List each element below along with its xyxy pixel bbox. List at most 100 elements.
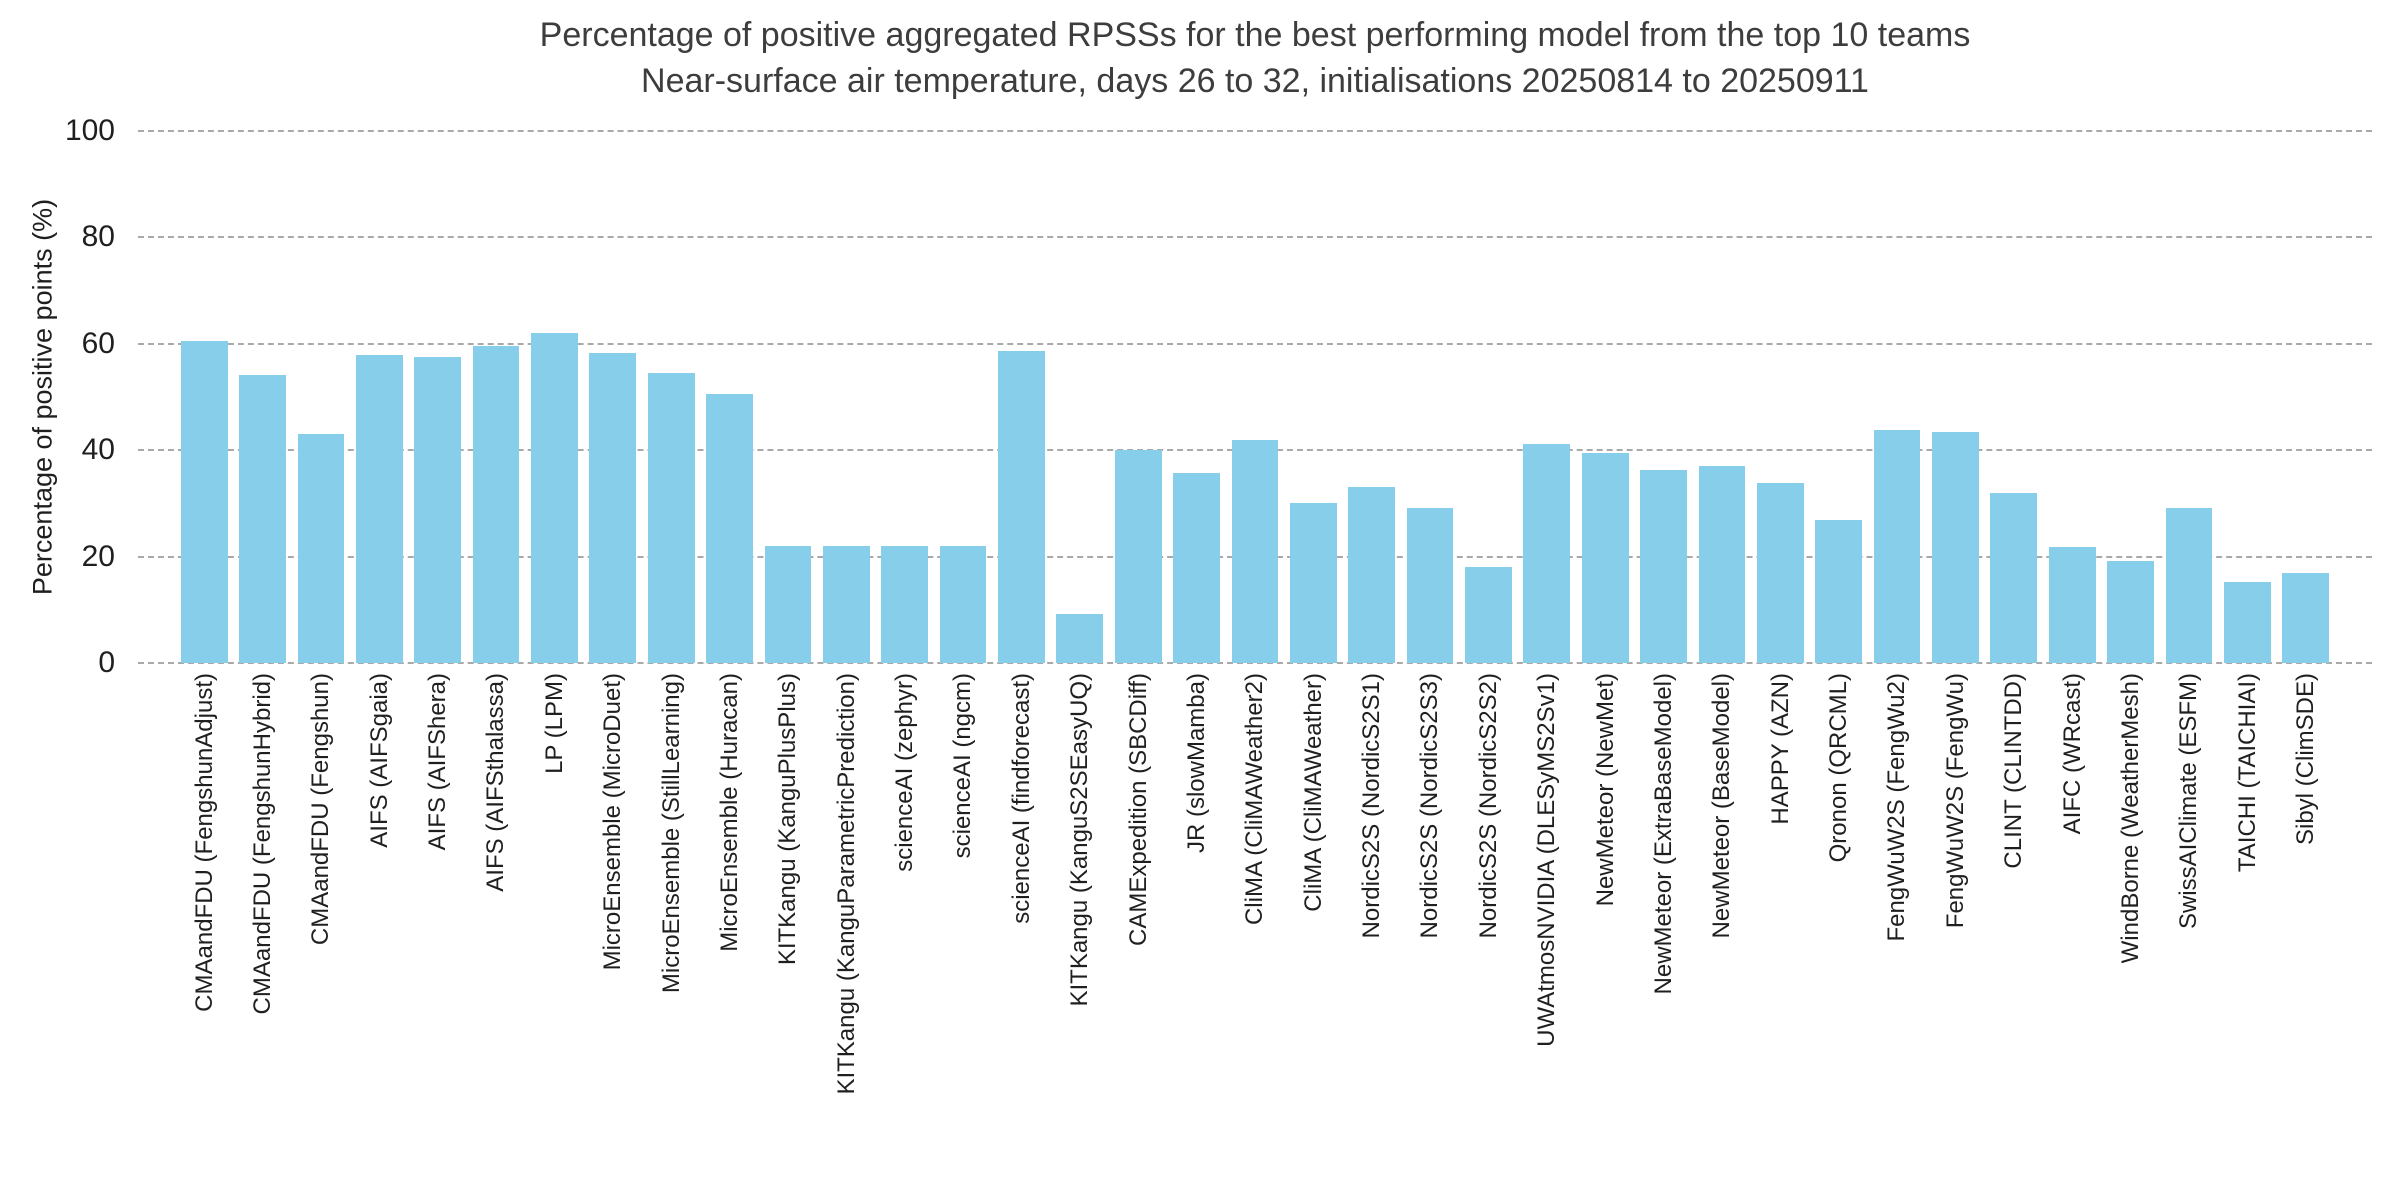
bar <box>2107 560 2154 663</box>
bar-cell <box>1459 131 1517 663</box>
bar-cell <box>876 131 934 663</box>
x-tick-label: NordicS2S (NordicS2S3) <box>1416 673 1444 939</box>
x-tick-label: AIFC (WRcast) <box>2058 673 2086 835</box>
bar <box>180 341 228 663</box>
bar <box>355 354 403 663</box>
x-tick-label: TAICHI (TAICHIAI) <box>2233 673 2261 873</box>
bar-cell <box>1226 131 1284 663</box>
x-tick-cell: MicroEnsemble (Huracan) <box>700 673 758 1095</box>
x-tick-cell: FengWuW2S (FengWu) <box>1926 673 1984 1095</box>
bar <box>1815 520 1863 663</box>
bar <box>297 434 345 663</box>
bar-cell <box>1051 131 1109 663</box>
bar-cell <box>992 131 1050 663</box>
x-tick-cell: SwissAIClimate (ESFM) <box>2160 673 2218 1095</box>
x-tick-cell: scienceAI (findforecast) <box>992 673 1050 1095</box>
bar <box>414 356 462 663</box>
bar-cell <box>934 131 992 663</box>
bar <box>1348 487 1396 663</box>
x-tick-cell: HAPPY (AZN) <box>1751 673 1809 1095</box>
x-tick-cell: CMAandFDU (FengshunHybrid) <box>233 673 291 1095</box>
x-tick-label: NordicS2S (NordicS2S2) <box>1474 673 1502 939</box>
bar <box>1698 466 1746 663</box>
x-tick-label: FengWuW2S (FengWu) <box>1941 673 1969 929</box>
bar-cell <box>1926 131 1984 663</box>
bar-cell <box>1284 131 1342 663</box>
x-tick-cell: scienceAI (ngcm) <box>934 673 992 1095</box>
x-tick-cell: NewMeteor (BaseModel) <box>1693 673 1751 1095</box>
bar-cell <box>2160 131 2218 663</box>
x-tick-label: CMAandFDU (Fengshun) <box>307 673 335 946</box>
bar <box>589 352 637 663</box>
bar <box>1406 508 1454 663</box>
bar-cell <box>700 131 758 663</box>
bar-cell <box>350 131 408 663</box>
bar-cell <box>233 131 291 663</box>
bar-cell <box>175 131 233 663</box>
x-tick-cell: AIFC (WRcast) <box>2043 673 2101 1095</box>
x-tick-label: CAMExpedition (SBCDiff) <box>1124 673 1152 946</box>
bar <box>1756 483 1804 663</box>
bar-cell <box>759 131 817 663</box>
chart-title: Percentage of positive aggregated RPSSs … <box>539 16 1971 54</box>
bar-cell <box>1634 131 1692 663</box>
y-axis-label: Percentage of positive points (%) <box>27 198 58 596</box>
x-tick-label: HAPPY (AZN) <box>1766 673 1794 825</box>
x-tick-label: KITKangu (KanguS2SEasyUQ) <box>1066 673 1094 1007</box>
bar <box>939 545 987 663</box>
x-tick-cell: CMAandFDU (FengshunAdjust) <box>175 673 233 1095</box>
bar <box>1114 450 1162 663</box>
bar-cell <box>1343 131 1401 663</box>
bar <box>2165 508 2213 663</box>
chart-subtitle: Near-surface air temperature, days 26 to… <box>641 62 1869 100</box>
x-tick-label: LP (LPM) <box>540 673 568 774</box>
bar-cell <box>1868 131 1926 663</box>
x-tick-cell: UWAtmosNVIDIA (DLESyMS2Sv1) <box>1518 673 1576 1095</box>
x-tick-label: SwissAIClimate (ESFM) <box>2175 673 2203 930</box>
bar <box>1231 440 1279 663</box>
gridline-y-0 <box>138 662 2372 664</box>
x-tick-labels: CMAandFDU (FengshunAdjust) CMAandFDU (Fen… <box>175 673 2335 1095</box>
bar-cell <box>2101 131 2159 663</box>
x-tick-label: CliMA (CliMAWeather2) <box>1241 673 1269 926</box>
x-tick-cell: CMAandFDU (Fengshun) <box>292 673 350 1095</box>
bar-cell <box>409 131 467 663</box>
x-tick-cell: AIFS (AIFSgaia) <box>350 673 408 1095</box>
bar <box>706 394 753 663</box>
x-tick-label: KITKangu (KanguPlusPlus) <box>774 673 802 966</box>
title-block: Percentage of positive aggregated RPSSs … <box>138 12 2372 104</box>
x-tick-cell: Qronon (QRCML) <box>1810 673 1868 1095</box>
bar <box>1990 492 2038 663</box>
x-tick-label: JR (slowMamba) <box>1182 673 1210 854</box>
x-tick-cell: NordicS2S (NordicS2S2) <box>1459 673 1517 1095</box>
bar <box>2223 581 2271 663</box>
x-tick-label: NewMeteor (ExtraBaseModel) <box>1649 673 1677 995</box>
x-tick-label: Qronon (QRCML) <box>1825 673 1853 863</box>
x-tick-cell: KITKangu (KanguPlusPlus) <box>759 673 817 1095</box>
x-tick-label: MicroEnsemble (MicroDuet) <box>599 673 627 971</box>
x-tick-cell: JR (slowMamba) <box>1167 673 1225 1095</box>
bar-cell <box>642 131 700 663</box>
bar <box>764 545 812 663</box>
gridline-y-100 <box>138 130 2372 132</box>
x-tick-cell: CliMA (CliMAWeather2) <box>1226 673 1284 1095</box>
bar <box>647 373 695 663</box>
x-tick-cell: scienceAI (zephyr) <box>876 673 934 1095</box>
bar-cell <box>584 131 642 663</box>
x-tick-cell: WindBorne (WeatherMesh) <box>2101 673 2159 1095</box>
x-tick-cell: FengWuW2S (FengWu2) <box>1868 673 1926 1095</box>
bar-cell <box>1693 131 1751 663</box>
bar <box>1932 431 1979 663</box>
bar <box>1289 502 1337 663</box>
plot-area <box>138 130 2372 664</box>
x-tick-cell: CliMA (CliMAWeather) <box>1284 673 1342 1095</box>
bar-cell <box>525 131 583 663</box>
x-tick-label: WindBorne (WeatherMesh) <box>2116 673 2144 964</box>
bar-cell <box>2218 131 2276 663</box>
bar-cell <box>1576 131 1634 663</box>
bar <box>472 346 520 663</box>
y-tick-label-100: 100 <box>64 114 115 147</box>
y-tick-label-20: 20 <box>81 539 115 573</box>
x-tick-cell: AIFS (AIFShera) <box>409 673 467 1095</box>
bar <box>1523 444 1571 663</box>
